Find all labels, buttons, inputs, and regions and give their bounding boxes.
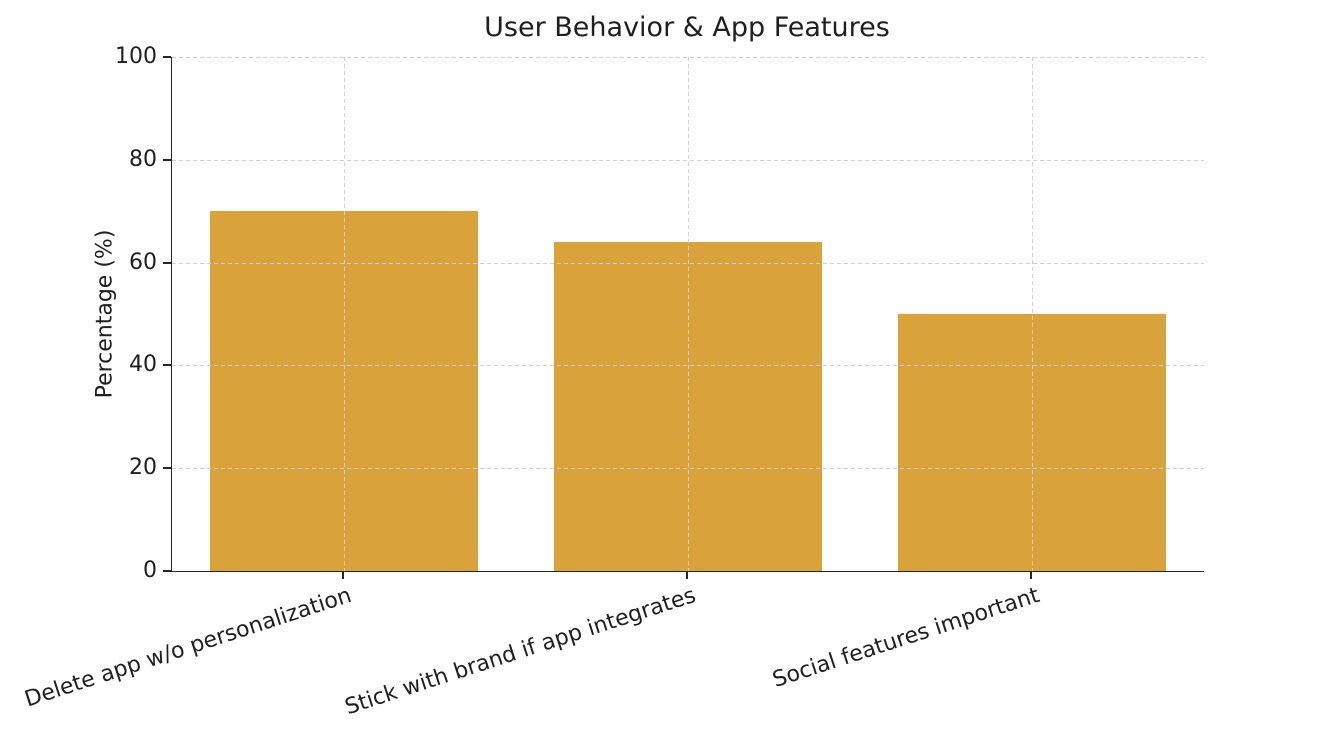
y-tick-mark-20 — [163, 467, 171, 470]
v-gridline-2 — [688, 57, 689, 571]
x-tick-label-2: Stick with brand if app integrates — [341, 583, 699, 721]
x-tick-label-1: Delete app w/o personalization — [21, 583, 355, 713]
x-tick-mark-3 — [1030, 571, 1032, 579]
y-tick-label-20: 20 — [129, 455, 157, 481]
y-axis-label: Percentage (%) — [92, 229, 118, 399]
x-tick-label-3: Social features important — [769, 583, 1043, 693]
y-tick-label-60: 60 — [129, 249, 157, 275]
y-tick-mark-40 — [163, 364, 171, 367]
chart-title: User Behavior & App Features — [484, 12, 890, 43]
x-tick-mark-2 — [686, 571, 688, 579]
y-tick-mark-0 — [163, 570, 171, 572]
y-tick-mark-60 — [163, 261, 171, 264]
y-tick-mark-100 — [163, 56, 171, 58]
y-tick-label-100: 100 — [115, 44, 157, 69]
y-tick-mark-80 — [163, 158, 171, 161]
y-tick-label-80: 80 — [129, 146, 157, 172]
y-tick-label-0: 0 — [143, 558, 157, 583]
y-tick-label-40: 40 — [129, 352, 157, 378]
x-tick-mark-1 — [342, 571, 344, 579]
v-gridline-3 — [1032, 57, 1033, 571]
plot-area — [171, 57, 1204, 572]
v-gridline-1 — [344, 57, 345, 571]
